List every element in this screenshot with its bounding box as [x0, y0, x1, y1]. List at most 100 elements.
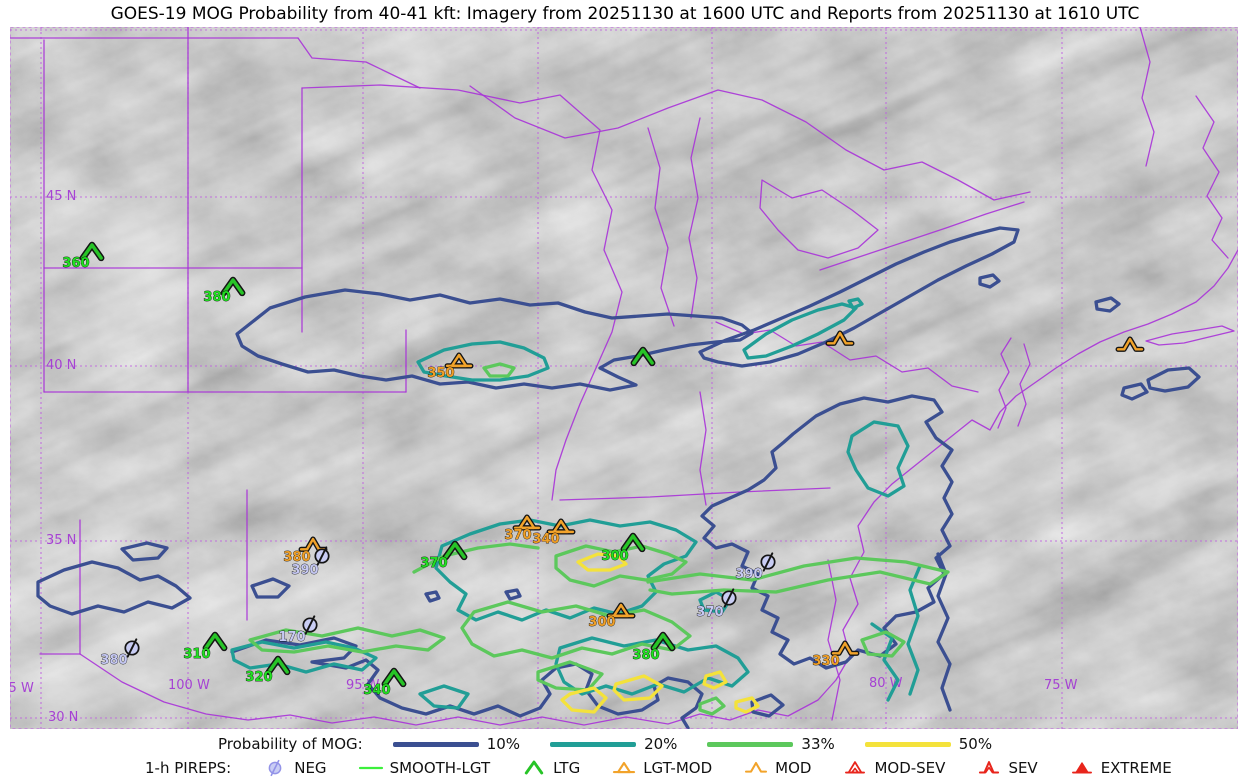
legend-item-label: 33%	[801, 735, 835, 753]
state-border	[647, 127, 675, 327]
lgt-mod-icon	[613, 761, 636, 774]
state-border	[469, 85, 1031, 201]
state-border	[1145, 325, 1235, 346]
legend-item-label: 20%	[644, 735, 678, 753]
state-border	[819, 201, 1025, 271]
legend-probability-items: 10% 20% 33% 50%	[392, 735, 1022, 753]
geo-label: 30 N	[48, 710, 78, 725]
legend-item-extreme: EXTREME	[1068, 758, 1172, 778]
contour-33%	[860, 630, 906, 658]
pirep-flight-level-label: 370	[420, 556, 447, 571]
pirep-ltg-symbol	[220, 276, 246, 297]
pirep-mod-symbol	[1115, 336, 1145, 352]
legend-swatch-10pct	[392, 741, 479, 747]
legend-item-label: NEG	[294, 759, 327, 777]
pirep-flight-level-label: 380	[100, 653, 127, 668]
geo-label: 75 W	[1044, 678, 1078, 693]
legend-item-lgt-mod: LGT-MOD	[610, 758, 712, 778]
legend-item-label: SEV	[1008, 759, 1038, 777]
pirep-lgt-mod-symbol	[546, 518, 576, 535]
pirep-neg-symbol	[124, 638, 140, 658]
pirep-flight-level-label: 380	[283, 550, 310, 565]
contour-10%	[504, 588, 522, 601]
pirep-ltg-symbol	[202, 631, 228, 652]
pirep-flight-level-label: 370	[696, 605, 723, 620]
contour-10%	[424, 590, 441, 603]
geo-label: 105 W	[10, 681, 34, 696]
contour-10%	[1120, 382, 1149, 401]
legend-pireps: 1-h PIREPS: NEG SMOOTH-LGT LTG LGT-MOD MOD MO…	[145, 757, 1202, 779]
pirep-flight-level-label: 390	[291, 563, 318, 578]
legend-item-smooth-lgt: SMOOTH-LGT	[357, 758, 491, 778]
mod-sev-icon	[845, 761, 866, 774]
legend-item-label: LGT-MOD	[643, 759, 713, 777]
pirep-flight-level-label: 340	[532, 532, 559, 547]
pirep-flight-level-label: 300	[588, 615, 615, 630]
pirep-flight-level-label: 330	[812, 654, 839, 669]
pirep-neg-symbol	[721, 588, 737, 608]
pirep-lgt-mod-symbol	[444, 352, 474, 369]
legend-pireps-items: NEG SMOOTH-LGT LTG LGT-MOD MOD MOD-SEV SEV EXTR…	[261, 758, 1201, 778]
legend-item-ltg: LTG	[520, 758, 580, 778]
contour-50%	[560, 686, 608, 714]
legend-item-mod-sev: MOD-SEV	[841, 758, 945, 778]
neg-icon	[268, 759, 282, 777]
state-border	[842, 249, 1238, 631]
state-border	[1017, 343, 1031, 427]
pirep-lgt-mod-symbol	[606, 602, 636, 619]
pirep-ltg-symbol	[650, 631, 676, 652]
contour-50%	[576, 552, 628, 572]
state-border	[699, 391, 707, 506]
state-border	[1139, 27, 1155, 167]
geo-label: 100 W	[168, 678, 210, 693]
state-border	[688, 117, 701, 319]
legend-probability: Probability of MOG: 10% 20% 33% 50%	[218, 733, 1022, 755]
contour-20%	[418, 684, 470, 710]
pirep-flight-level-label: 340	[363, 683, 390, 698]
pirep-mod-symbol	[825, 330, 855, 346]
pirep-flight-level-label: 350	[427, 366, 454, 381]
sev-icon	[979, 761, 1000, 774]
state-border	[79, 629, 851, 726]
contour-10%	[698, 226, 1020, 368]
legend-item-20pct: 20%	[550, 735, 677, 753]
state-border	[301, 84, 623, 501]
extreme-icon	[1071, 762, 1092, 774]
pirep-mod-symbol	[830, 640, 860, 656]
legend-item-label: EXTREME	[1100, 759, 1172, 777]
contour-20%	[846, 420, 910, 498]
satellite-streaks	[10, 27, 1238, 729]
legend-pireps-label: 1-h PIREPS:	[145, 759, 232, 777]
pirep-flight-level-label: 390	[735, 567, 762, 582]
contour-50%	[612, 674, 664, 702]
legend-item-33pct: 33%	[707, 735, 835, 753]
pirep-flight-level-label: 370	[504, 528, 531, 543]
contour-10%	[700, 394, 954, 670]
pirep-flight-level-label: 380	[203, 290, 230, 305]
contour-10%	[250, 577, 291, 599]
contour-33%	[554, 544, 688, 588]
legend-probability-label: Probability of MOG:	[218, 735, 363, 753]
contour-10%	[235, 288, 754, 392]
pirep-ltg-symbol	[381, 667, 407, 688]
state-border	[997, 337, 1012, 429]
pirep-neg-symbol	[314, 546, 330, 566]
legend-item-sev: SEV	[975, 758, 1038, 778]
contour-20%	[847, 297, 864, 310]
pirep-neg-symbol	[760, 552, 776, 572]
contour-50%	[702, 670, 728, 690]
state-border	[715, 321, 979, 393]
contour-33%	[482, 362, 516, 378]
state-border	[827, 559, 841, 721]
map-border	[10, 27, 1238, 729]
legend-item-50pct: 50%	[864, 735, 992, 753]
pirep-flight-level-label: 300	[601, 549, 628, 564]
geo-label: 40 N	[46, 358, 76, 373]
legend-item-mod: MOD	[742, 758, 811, 778]
contour-10%	[1146, 366, 1201, 393]
legend-item-label: SMOOTH-LGT	[389, 759, 491, 777]
product-title: GOES-19 MOG Probability from 40-41 kft: …	[110, 4, 1140, 24]
geo-label: 35 N	[46, 533, 76, 548]
pirep-ltg-symbol	[79, 241, 105, 262]
